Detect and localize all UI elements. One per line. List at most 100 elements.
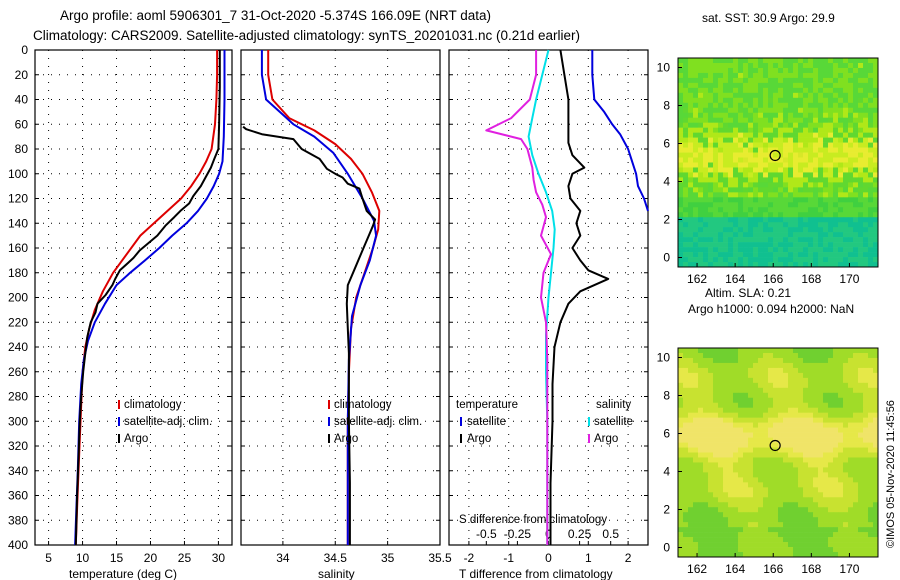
map-cell (788, 482, 794, 488)
map-cell (733, 157, 739, 163)
map-cell (853, 257, 859, 263)
map-cell (863, 407, 869, 413)
map-cell (833, 207, 839, 213)
map-cell (773, 117, 779, 123)
map-cell (803, 432, 809, 438)
map-cell (708, 367, 714, 374)
map-cell (853, 212, 859, 218)
map-cell (693, 237, 699, 243)
map-cell (833, 512, 839, 518)
map-cell (873, 412, 879, 418)
map-cell (758, 422, 764, 428)
map-cell (833, 467, 839, 473)
map-cell (773, 407, 779, 413)
map-cell (843, 237, 849, 243)
map-cell (873, 67, 879, 74)
map-cell (803, 137, 809, 143)
map-cell (813, 182, 819, 188)
map-cell (733, 348, 739, 354)
map-cell (688, 117, 694, 123)
map-cell (693, 432, 699, 438)
map-cell (683, 252, 689, 258)
map-cell (773, 387, 779, 394)
map-cell (783, 247, 789, 253)
map-cell (708, 477, 714, 483)
map-cell (853, 487, 859, 493)
map-cell (708, 192, 714, 198)
map-cell (823, 82, 829, 89)
map-cell (688, 542, 694, 548)
map-cell (803, 127, 809, 133)
map-cell (738, 542, 744, 548)
map-cell (818, 547, 824, 553)
map-cell (838, 87, 844, 94)
map-cell (848, 247, 854, 253)
map-cell (828, 487, 834, 493)
map-cell (728, 212, 734, 218)
map-cell (698, 122, 704, 128)
map-cell (783, 97, 789, 104)
map-cell (873, 457, 879, 463)
map-cell (813, 112, 819, 119)
map-cell (733, 167, 739, 173)
map-cell (848, 452, 854, 458)
map-cell (863, 127, 869, 133)
map-cell (843, 512, 849, 518)
map-cell (803, 142, 809, 148)
map-cell (838, 437, 844, 443)
map-cell (703, 237, 709, 243)
map-cell (733, 422, 739, 428)
map-cell (873, 382, 879, 389)
map-cell (718, 102, 724, 109)
map-cell (733, 517, 739, 523)
map-cell (773, 112, 779, 119)
map-cell (858, 82, 864, 89)
map-cell (763, 452, 769, 458)
map-cell (718, 217, 724, 223)
map-cell (703, 227, 709, 233)
map-cell (758, 487, 764, 493)
map-cell (718, 197, 724, 203)
map-cell (758, 402, 764, 409)
map-cell (753, 402, 759, 409)
map-cell (848, 192, 854, 198)
map-cell (858, 402, 864, 409)
map-cell (693, 262, 699, 268)
map-cell (853, 367, 859, 374)
map-cell (843, 387, 849, 394)
map-cell (873, 348, 879, 354)
map-cell (808, 232, 814, 238)
map-cell (688, 487, 694, 493)
map-cell (738, 232, 744, 238)
map-cell (703, 527, 709, 533)
map-cell (803, 362, 809, 369)
map-cell (708, 547, 714, 553)
map-cell (783, 387, 789, 394)
map-cell (798, 397, 804, 404)
map-cell (748, 442, 754, 448)
map-cell (863, 467, 869, 473)
map-cell (783, 62, 789, 69)
map-cell (863, 507, 869, 513)
map-cell (753, 392, 759, 399)
map-cell (868, 362, 874, 369)
map-cell (718, 202, 724, 208)
map-cell (723, 362, 729, 369)
lat-tick-label: 8 (663, 389, 670, 403)
map-cell (763, 242, 769, 248)
map-cell (803, 482, 809, 488)
map-cell (733, 407, 739, 413)
difference-lines (485, 49, 649, 545)
map-cell (833, 67, 839, 74)
map-cell (683, 412, 689, 418)
map-cell (733, 112, 739, 119)
map-cell (863, 157, 869, 163)
map-cell (738, 477, 744, 483)
map-cell (843, 527, 849, 533)
map-cell (863, 397, 869, 404)
map-cell (833, 402, 839, 409)
map-cell (678, 497, 684, 503)
map-cell (843, 122, 849, 128)
map-cell (813, 127, 819, 133)
map-cell (803, 512, 809, 518)
